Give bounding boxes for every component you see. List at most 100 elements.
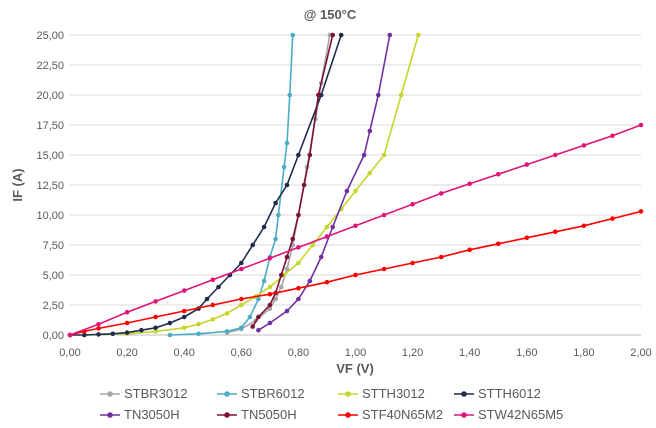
data-point (250, 242, 255, 248)
data-point (553, 152, 558, 158)
series-stf40n65m2 (67, 209, 644, 338)
data-point (381, 266, 387, 272)
data-point (196, 321, 201, 327)
data-point (267, 255, 273, 261)
data-point (284, 140, 290, 146)
data-point (224, 311, 230, 316)
data-point (239, 325, 244, 331)
data-point (284, 254, 290, 260)
legend-label: TN3050H (124, 407, 180, 422)
data-point (181, 308, 187, 314)
data-point (310, 242, 316, 248)
data-point (239, 302, 244, 308)
data-point (338, 32, 344, 38)
data-point (367, 170, 373, 176)
series-line (226, 34, 331, 334)
data-point (181, 314, 187, 320)
y-tick-label: 0,00 (43, 330, 64, 342)
series-stw42n65m5 (67, 122, 644, 338)
legend-item: TN3050H (100, 407, 180, 422)
data-point (181, 325, 187, 331)
data-point (410, 201, 415, 207)
legend: STBR3012 STBR6012 STTH3012 STTH6012 TN3050H T… (100, 386, 563, 422)
data-point (267, 320, 273, 326)
data-point (381, 152, 387, 158)
chart-title: @ 150°C (304, 7, 357, 22)
legend-item: STW42N65M5 (454, 407, 563, 422)
data-point (353, 223, 358, 229)
data-point (467, 247, 473, 253)
x-tick-label: 1,20 (402, 347, 423, 359)
data-point (167, 320, 173, 326)
data-point (296, 285, 301, 291)
data-point (96, 332, 101, 337)
data-point (296, 260, 301, 266)
data-point (353, 272, 358, 278)
y-axis-ticks: 0,00 2,50 5,00 7,50 10,00 12,50 15,00 17,50 20,0… (36, 30, 64, 342)
data-point (124, 330, 130, 335)
data-point (610, 216, 615, 221)
y-tick-label: 10,00 (36, 210, 64, 222)
y-tick-label: 5,00 (43, 270, 64, 282)
data-point (524, 235, 530, 241)
legend-label: STBR6012 (241, 386, 305, 401)
data-point (581, 143, 587, 148)
data-point (110, 331, 116, 337)
data-point (239, 266, 244, 272)
y-tick-label: 17,50 (36, 120, 64, 132)
x-tick-label: 1,00 (345, 347, 366, 359)
data-point (438, 191, 444, 196)
data-point (273, 296, 278, 302)
data-point (261, 224, 267, 230)
data-point (196, 331, 201, 337)
data-point (330, 224, 336, 230)
data-point (96, 326, 101, 331)
legend-swatch-marker (107, 391, 113, 397)
legend-item: STBR6012 (217, 386, 305, 401)
data-point (284, 308, 290, 314)
data-point (324, 234, 330, 239)
data-point (204, 296, 210, 302)
data-point (316, 92, 321, 98)
data-point (153, 325, 158, 331)
y-tick-label: 2,50 (43, 300, 64, 312)
series-line (169, 34, 294, 336)
data-point (267, 302, 273, 308)
series-line (69, 210, 642, 336)
legend-swatch-marker (345, 412, 351, 418)
x-tick-label: 0,20 (116, 347, 137, 359)
series-line (257, 34, 391, 331)
y-tick-label: 7,50 (43, 240, 64, 252)
data-point (139, 327, 144, 333)
data-point (210, 317, 216, 322)
data-point (284, 266, 290, 272)
data-point (273, 236, 278, 242)
data-point (330, 32, 336, 38)
data-point (296, 152, 301, 158)
data-point (153, 299, 158, 304)
data-point (318, 254, 324, 260)
x-tick-label: 2,00 (630, 347, 651, 359)
legend-label: STTH3012 (362, 386, 425, 401)
data-point (307, 152, 313, 158)
data-point (124, 320, 130, 326)
legend-swatch-marker (461, 391, 467, 397)
x-tick-label: 0,60 (231, 347, 252, 359)
data-point (398, 92, 404, 98)
data-point (267, 291, 273, 297)
x-tick-label: 0,80 (288, 347, 309, 359)
data-point (290, 32, 296, 38)
data-point (553, 229, 558, 235)
data-point (324, 224, 330, 230)
data-point (287, 92, 293, 98)
data-point (638, 122, 644, 128)
legend-item: STF40N65M2 (338, 407, 443, 422)
data-point (279, 284, 284, 290)
y-tick-label: 15,00 (36, 150, 64, 162)
series-line (252, 34, 334, 328)
data-point (353, 188, 358, 194)
y-tick-label: 22,50 (36, 60, 64, 72)
series-tn3050h (256, 32, 393, 333)
legend-item: STTH6012 (454, 386, 541, 401)
